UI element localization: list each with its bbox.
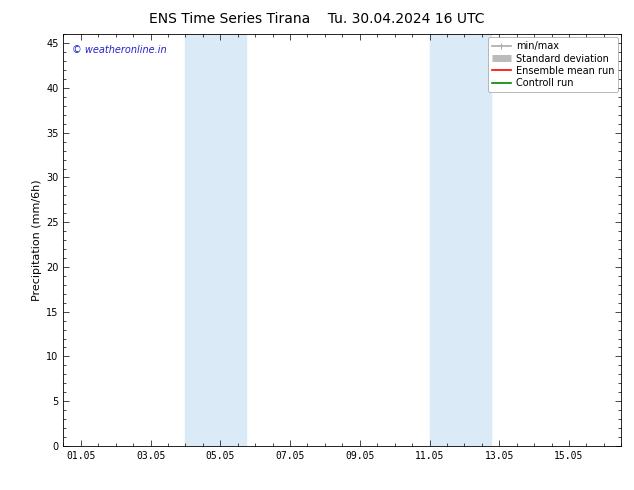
- Bar: [429, 34, 491, 446]
- Text: © weatheronline.in: © weatheronline.in: [72, 45, 166, 54]
- Bar: [185, 34, 247, 446]
- Y-axis label: Precipitation (mm/6h): Precipitation (mm/6h): [32, 179, 42, 301]
- Legend: min/max, Standard deviation, Ensemble mean run, Controll run: min/max, Standard deviation, Ensemble me…: [488, 37, 618, 92]
- Text: ENS Time Series Tirana    Tu. 30.04.2024 16 UTC: ENS Time Series Tirana Tu. 30.04.2024 16…: [149, 12, 485, 26]
